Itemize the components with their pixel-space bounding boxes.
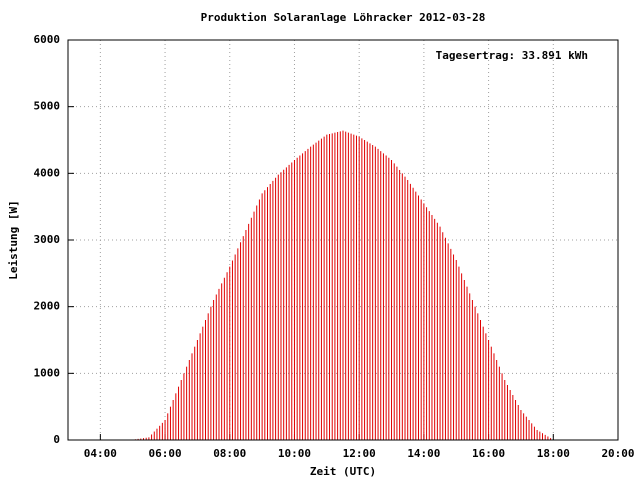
- y-tick-label: 1000: [34, 366, 61, 379]
- x-tick-label: 06:00: [148, 447, 181, 460]
- y-tick-label: 5000: [34, 100, 61, 113]
- x-tick-label: 12:00: [343, 447, 376, 460]
- y-axis-label: Leistung [W]: [7, 200, 20, 279]
- x-tick-label: 10:00: [278, 447, 311, 460]
- y-tick-label: 3000: [34, 233, 61, 246]
- x-axis-label: Zeit (UTC): [310, 465, 376, 478]
- x-tick-label: 18:00: [537, 447, 570, 460]
- x-tick-label: 08:00: [213, 447, 246, 460]
- y-tick-label: 6000: [34, 33, 61, 46]
- y-tick-label: 4000: [34, 166, 61, 179]
- x-tick-label: 16:00: [472, 447, 505, 460]
- annotation: Tagesertrag: 33.891 kWh: [436, 49, 588, 62]
- chart-title: Produktion Solaranlage Löhracker 2012-03…: [201, 11, 486, 24]
- y-tick-label: 0: [53, 433, 60, 446]
- x-tick-label: 04:00: [84, 447, 117, 460]
- y-tick-label: 2000: [34, 300, 61, 313]
- x-tick-label: 14:00: [407, 447, 440, 460]
- plot-border: [67, 39, 619, 441]
- x-tick-label: 20:00: [601, 447, 634, 460]
